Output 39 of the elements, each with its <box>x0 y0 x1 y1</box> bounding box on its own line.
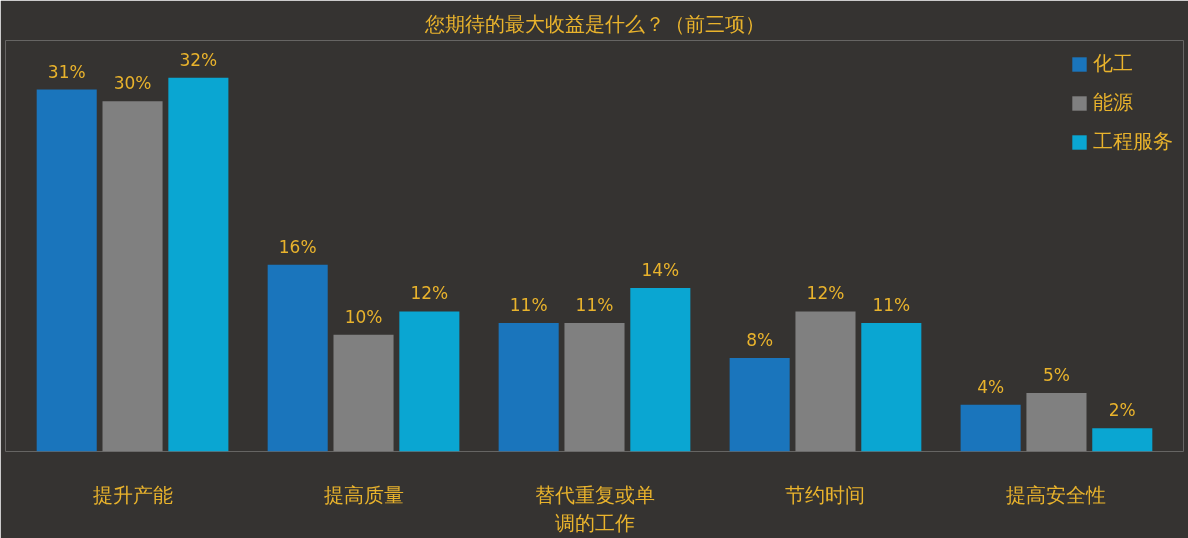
data-label: 4% <box>977 376 1005 397</box>
data-label: 31% <box>47 61 86 82</box>
data-label: 12% <box>806 283 845 304</box>
bar <box>564 323 625 452</box>
bar <box>729 358 790 452</box>
data-label: 2% <box>1108 400 1136 421</box>
x-tick-label: 节约时间 <box>785 482 866 507</box>
legend-label: 工程服务 <box>1093 128 1173 155</box>
bar <box>168 77 229 452</box>
data-label: 11% <box>509 295 548 316</box>
bar <box>630 288 691 452</box>
x-tick-label: 提高安全性 <box>1006 482 1107 507</box>
data-label: 11% <box>872 295 911 316</box>
bar <box>267 264 328 452</box>
bar <box>1026 393 1087 452</box>
bar <box>861 323 922 452</box>
data-label: 30% <box>113 73 152 94</box>
bar <box>498 323 559 452</box>
data-label: 8% <box>746 330 774 351</box>
x-tick-label: 提升产能 <box>92 482 173 507</box>
bar <box>795 311 856 452</box>
data-label: 10% <box>344 306 383 327</box>
data-label: 32% <box>179 49 218 70</box>
data-label: 14% <box>641 260 680 281</box>
x-tick-label: 提高质量 <box>323 482 404 507</box>
data-label: 16% <box>278 236 317 257</box>
legend-label: 化工 <box>1093 50 1133 77</box>
bar <box>1092 428 1153 452</box>
bar <box>960 404 1021 452</box>
chart-title: 您期待的最大收益是什么？（前三项） <box>423 11 765 36</box>
data-label: 5% <box>1042 365 1070 386</box>
bar <box>399 311 460 452</box>
data-label: 11% <box>575 295 614 316</box>
bar <box>333 334 394 452</box>
legend-label: 能源 <box>1093 89 1133 116</box>
data-label: 12% <box>410 283 449 304</box>
bar <box>102 101 163 452</box>
x-tick-label: 替代重复或单调的工作 <box>534 482 655 536</box>
bar <box>36 89 97 452</box>
